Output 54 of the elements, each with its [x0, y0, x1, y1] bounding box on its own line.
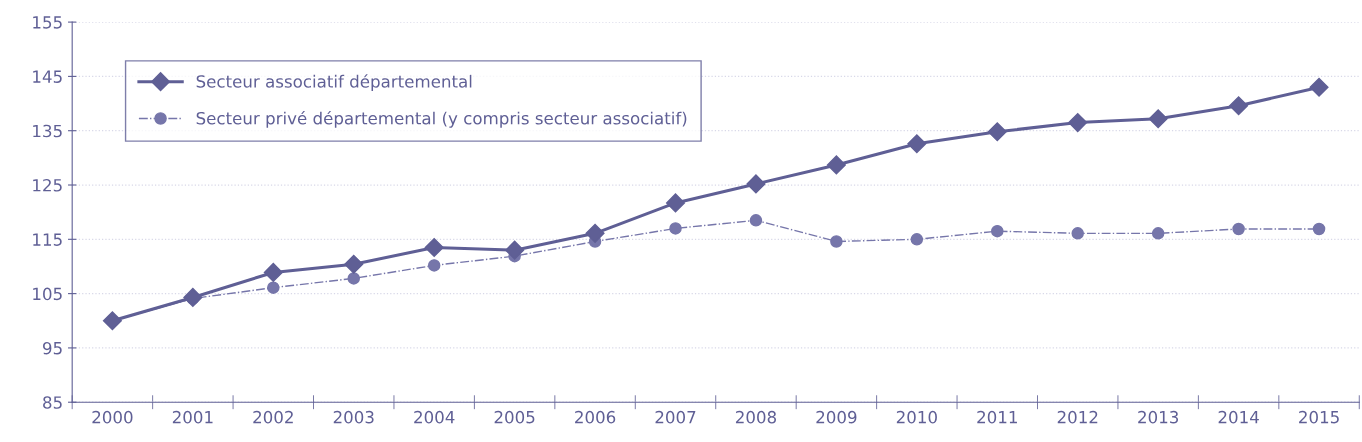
y-tick-label: 155 — [33, 16, 62, 29]
point — [1151, 227, 1165, 240]
point — [267, 281, 280, 294]
x-tick-label: 2007 — [655, 410, 696, 424]
point — [907, 134, 927, 154]
x-tick-label: 2014 — [1218, 410, 1259, 424]
y-tick-label: 145 — [33, 70, 62, 83]
x-tick-label: 2004 — [414, 410, 455, 424]
point — [669, 222, 682, 235]
y-tick-label: 125 — [33, 178, 62, 192]
point — [1229, 96, 1249, 116]
point — [1071, 227, 1084, 240]
point — [263, 262, 283, 282]
point — [826, 155, 846, 175]
point — [910, 233, 924, 246]
point — [1068, 113, 1088, 133]
point — [183, 287, 203, 307]
y-tick-label: 85 — [43, 396, 62, 409]
point — [746, 174, 766, 194]
x-tick-label: 2011 — [977, 410, 1017, 424]
x-tick-label: 2002 — [253, 410, 293, 424]
point — [830, 235, 843, 248]
point — [347, 272, 360, 285]
x-tick-label: 2001 — [172, 410, 213, 424]
point — [1148, 109, 1168, 129]
point — [665, 193, 686, 213]
x-tick-label: 2015 — [1299, 410, 1339, 424]
x-tick-label: 2008 — [735, 410, 777, 424]
x-tick-label: 2009 — [816, 410, 857, 424]
point — [102, 311, 122, 331]
point — [1312, 222, 1326, 236]
point — [991, 224, 1004, 238]
x-tick-label: 2012 — [1057, 410, 1098, 424]
x-tick-label: 2013 — [1138, 410, 1179, 424]
point — [585, 223, 605, 243]
point — [424, 237, 444, 257]
point — [1309, 77, 1329, 97]
x-tick-label: 2006 — [575, 410, 616, 424]
y-tick-label: 135 — [33, 124, 62, 138]
x-tick-label: 2005 — [494, 410, 535, 424]
x-tick-label: 2003 — [333, 410, 374, 424]
point — [1232, 222, 1245, 236]
y-tick-label: 95 — [43, 341, 62, 355]
y-tick-label: 105 — [33, 287, 62, 301]
point — [987, 122, 1007, 142]
y-tick-label: 115 — [33, 233, 62, 246]
point — [505, 240, 525, 260]
x-tick-label: 2000 — [92, 410, 133, 424]
x-tick-label: 2010 — [896, 410, 937, 424]
legend-label: Secteur privé départemental (y compris secteur associatif) — [196, 110, 687, 128]
point — [749, 214, 763, 227]
legend-label: Secteur associatif départemental — [196, 74, 472, 91]
point — [427, 259, 441, 272]
point — [344, 254, 364, 274]
